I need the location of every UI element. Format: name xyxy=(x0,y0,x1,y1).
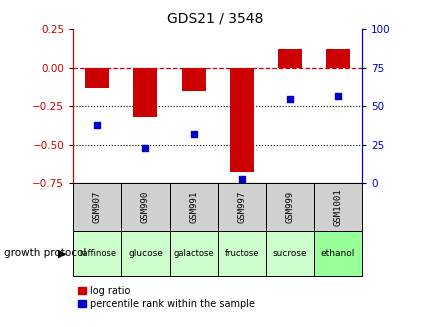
Point xyxy=(94,122,101,127)
Text: glucose: glucose xyxy=(128,249,163,258)
Text: GSM907: GSM907 xyxy=(92,191,101,223)
Text: ▶: ▶ xyxy=(58,249,67,258)
Text: raffinose: raffinose xyxy=(79,249,116,258)
Text: GSM1001: GSM1001 xyxy=(333,188,342,226)
Text: GSM990: GSM990 xyxy=(141,191,150,223)
FancyBboxPatch shape xyxy=(217,231,265,276)
Text: fructose: fructose xyxy=(224,249,258,258)
Point xyxy=(286,96,292,101)
Point xyxy=(334,93,341,98)
Text: sucrose: sucrose xyxy=(272,249,307,258)
FancyBboxPatch shape xyxy=(121,231,169,276)
Text: GSM991: GSM991 xyxy=(189,191,198,223)
Text: GSM999: GSM999 xyxy=(285,191,294,223)
FancyBboxPatch shape xyxy=(169,231,217,276)
Bar xyxy=(133,68,157,117)
FancyBboxPatch shape xyxy=(121,183,169,231)
Point xyxy=(190,131,197,137)
Point xyxy=(238,176,245,181)
Text: ethanol: ethanol xyxy=(320,249,354,258)
Text: GSM997: GSM997 xyxy=(237,191,246,223)
Text: GDS21 / 3548: GDS21 / 3548 xyxy=(167,11,263,26)
FancyBboxPatch shape xyxy=(169,183,217,231)
FancyBboxPatch shape xyxy=(265,231,313,276)
FancyBboxPatch shape xyxy=(313,183,361,231)
Legend: log ratio, percentile rank within the sample: log ratio, percentile rank within the sa… xyxy=(78,286,254,309)
Bar xyxy=(277,49,301,68)
FancyBboxPatch shape xyxy=(73,231,121,276)
Bar xyxy=(325,49,349,68)
FancyBboxPatch shape xyxy=(73,183,121,231)
Bar xyxy=(181,68,205,91)
Point xyxy=(142,145,149,150)
Text: growth protocol: growth protocol xyxy=(4,249,86,258)
FancyBboxPatch shape xyxy=(217,183,265,231)
Bar xyxy=(229,68,253,172)
Bar xyxy=(85,68,109,88)
Text: galactose: galactose xyxy=(173,249,213,258)
FancyBboxPatch shape xyxy=(313,231,361,276)
FancyBboxPatch shape xyxy=(265,183,313,231)
